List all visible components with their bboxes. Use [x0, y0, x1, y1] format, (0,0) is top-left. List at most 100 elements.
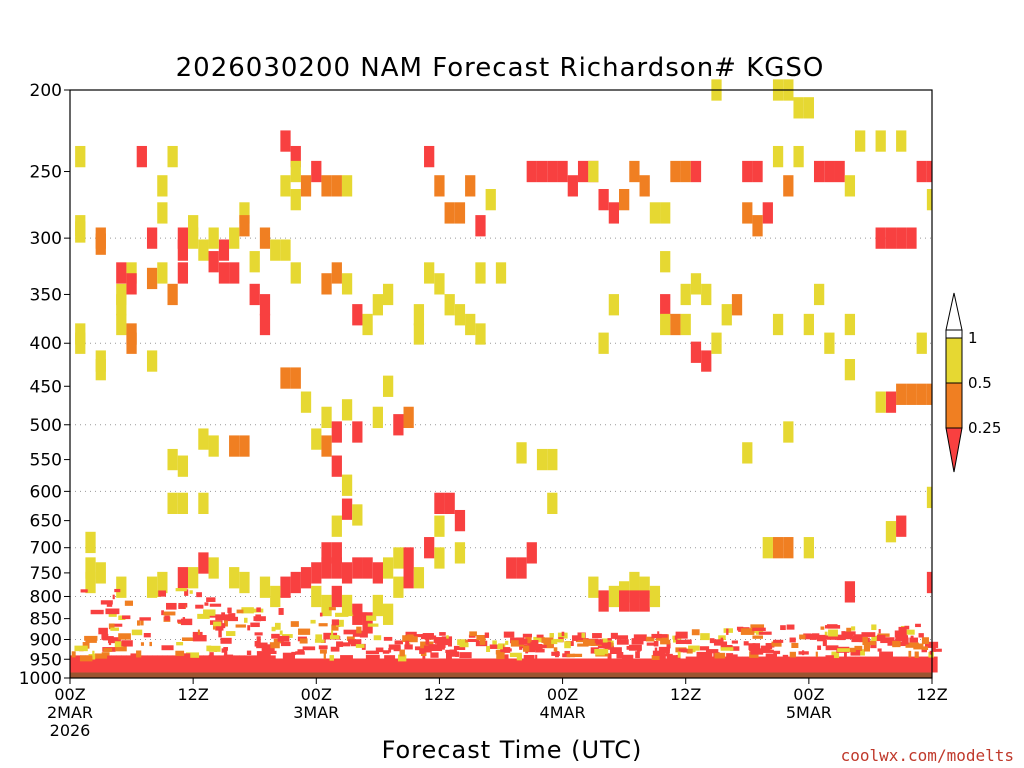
- band-base: [203, 655, 210, 673]
- band-base: [121, 655, 127, 673]
- band-streak: [863, 644, 871, 652]
- band-base: [511, 658, 517, 673]
- band-streak: [298, 628, 311, 635]
- ri-cell: [824, 332, 835, 354]
- band-streak: [108, 623, 115, 630]
- ri-cell: [198, 428, 209, 450]
- ri-cell: [85, 531, 96, 554]
- band-streak: [420, 652, 427, 657]
- band-base: [331, 658, 338, 673]
- ri-cell: [721, 304, 732, 326]
- band-base: [290, 658, 297, 673]
- ri-cell: [844, 313, 856, 336]
- band-streak: [195, 604, 204, 609]
- band-base: [218, 655, 225, 673]
- ri-cell: [146, 576, 158, 598]
- band-streak: [527, 643, 538, 648]
- y-tick-label: 500: [30, 416, 62, 436]
- ri-cell: [434, 492, 445, 514]
- band-streak: [811, 633, 820, 640]
- ri-cell: [188, 227, 199, 249]
- ri-cell: [649, 585, 661, 608]
- band-streak: [673, 639, 679, 643]
- band-streak: [845, 631, 854, 637]
- band-streak: [667, 653, 673, 661]
- ri-cell: [413, 304, 425, 326]
- ri-cell: [393, 576, 404, 598]
- ri-cell: [157, 202, 168, 224]
- band-streak: [551, 651, 559, 656]
- band-streak: [366, 615, 377, 621]
- band-streak: [255, 614, 262, 622]
- band-streak: [822, 639, 827, 647]
- band-streak: [329, 655, 334, 661]
- band-streak: [122, 615, 131, 620]
- band-streak: [594, 649, 609, 654]
- band-streak: [592, 633, 602, 639]
- band-base: [418, 658, 425, 673]
- ri-cell: [690, 160, 702, 183]
- band-base: [619, 658, 625, 673]
- ri-cell: [844, 581, 856, 603]
- band-base: [95, 655, 102, 673]
- band-streak: [250, 622, 260, 628]
- band-base: [654, 658, 661, 673]
- band-streak: [505, 640, 509, 645]
- band-base: [598, 658, 605, 673]
- band-base: [711, 656, 717, 673]
- band-base: [675, 658, 682, 673]
- ri-cell: [157, 571, 168, 594]
- band-streak: [223, 654, 234, 661]
- band-streak: [440, 639, 450, 646]
- ri-cell: [341, 562, 353, 584]
- ri-cell: [167, 492, 178, 514]
- band-base: [182, 655, 189, 673]
- band-streak: [163, 611, 176, 616]
- band-streak: [404, 644, 413, 650]
- band-streak: [318, 623, 328, 627]
- band-streak: [820, 626, 825, 630]
- band-streak: [616, 639, 629, 645]
- band-base: [403, 658, 410, 673]
- ri-cell: [475, 262, 486, 284]
- band-streak: [823, 635, 837, 640]
- ri-cell: [690, 273, 702, 295]
- band-streak: [709, 638, 715, 644]
- band-streak: [789, 651, 796, 658]
- band-streak: [922, 646, 929, 651]
- band-streak: [522, 633, 532, 638]
- band-streak: [597, 641, 611, 649]
- band-streak: [439, 632, 446, 636]
- y-tick-label: 800: [30, 587, 62, 607]
- band-streak: [355, 644, 365, 648]
- band-base: [157, 655, 163, 673]
- band-streak: [714, 652, 726, 659]
- band-streak: [633, 634, 647, 642]
- ri-cell: [926, 383, 932, 405]
- ri-cell: [239, 215, 250, 237]
- band-base: [860, 656, 866, 673]
- band-base: [767, 656, 774, 673]
- band-streak: [402, 635, 413, 643]
- band-streak: [921, 637, 929, 645]
- ri-cell: [454, 304, 466, 326]
- band-streak: [115, 644, 127, 652]
- band-streak: [678, 648, 684, 653]
- ri-cell: [413, 323, 425, 345]
- ri-cell: [382, 557, 394, 579]
- ri-cell: [280, 175, 291, 197]
- band-streak: [331, 619, 340, 626]
- x-tick-label: 5MAR: [786, 703, 832, 722]
- y-tick-label: 450: [30, 377, 62, 397]
- band-streak: [858, 636, 868, 643]
- band-streak: [929, 650, 933, 655]
- band-streak: [429, 635, 437, 640]
- ri-cell: [629, 160, 640, 183]
- band-streak: [185, 652, 200, 658]
- legend-arrow-top: [945, 292, 963, 331]
- band-base: [208, 655, 215, 673]
- band-streak: [562, 653, 571, 658]
- band-base: [552, 658, 558, 673]
- band-streak: [530, 640, 539, 646]
- ri-cell: [321, 542, 332, 564]
